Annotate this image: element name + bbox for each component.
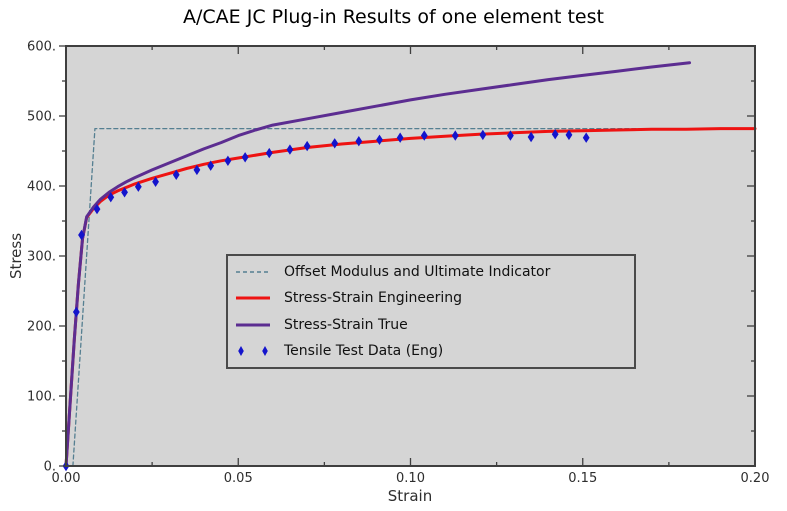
data-point-marker [224,155,232,166]
legend-item-1: Offset Modulus and Ultimate Indicator [234,259,628,285]
data-point-marker [78,229,85,241]
data-point-marker [582,132,590,143]
data-point-marker [207,160,215,171]
x-axis-title: Strain [387,487,433,505]
y-tick-label: 100. [27,390,56,405]
data-point-marker [152,176,159,187]
data-point-marker [193,164,201,176]
legend-label: Stress-Strain True [284,316,408,333]
y-tick-label: 300. [27,250,56,265]
data-point-marker [172,169,180,180]
data-point-marker [507,130,514,141]
data-point-marker [451,130,459,141]
data-point-marker [265,147,273,159]
data-point-marker [121,187,128,198]
data-point-marker [93,203,101,215]
data-point-marker [565,129,573,141]
x-tick-label: 0.10 [396,471,425,486]
data-point-marker [396,132,404,143]
series-1-line [72,127,756,467]
legend-item-2: Stress-Strain Engineering [234,285,628,311]
y-tick-label: 400. [27,180,56,195]
data-point-marker [241,152,249,163]
data-point-marker [134,181,142,192]
data-point-marker [527,131,535,143]
data-point-marker [303,140,311,152]
data-point-marker [286,144,294,155]
y-tick-label: 200. [27,320,56,335]
data-point-marker [551,129,559,140]
data-point-marker [376,134,383,145]
x-tick-label: 0.15 [568,471,597,486]
legend-line-sample-icon [234,292,274,304]
y-tick-label: 0. [44,460,56,475]
x-tick-label: 0.05 [224,471,253,486]
legend-label: Stress-Strain Engineering [284,290,463,307]
series-3-line [64,61,692,468]
x-tick-label: 0.20 [741,471,770,486]
legend-label: Tensile Test Data (Eng) [284,342,444,359]
data-point-marker [479,129,487,141]
series-4-markers [62,129,590,472]
data-point-marker [107,192,115,203]
data-point-marker [331,138,339,149]
y-tick-label: 600. [27,40,56,55]
chart-title: A/CAE JC Plug-in Results of one element … [183,6,604,28]
y-tick-label: 500. [27,110,56,125]
data-point-marker [420,130,428,141]
data-point-marker [72,306,80,318]
legend-item-3: Stress-Strain True [234,312,628,338]
legend-marker-sample-icon [234,344,274,358]
legend-line-sample-icon [234,319,274,331]
legend-line-sample-icon [234,266,274,278]
data-point-marker [355,136,363,147]
x-tick-label: 0.00 [52,471,81,486]
legend-item-4: Tensile Test Data (Eng) [234,338,628,364]
legend-label: Offset Modulus and Ultimate Indicator [284,264,551,281]
legend-box: Offset Modulus and Ultimate Indicator Str… [226,254,636,369]
